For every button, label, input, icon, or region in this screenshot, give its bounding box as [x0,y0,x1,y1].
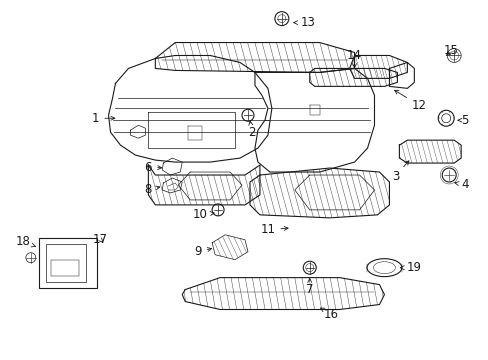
Text: 19: 19 [400,261,421,274]
Bar [39,238,96,288]
Text: 11: 11 [260,223,287,236]
Text: 9: 9 [194,245,211,258]
Text: 13: 13 [293,16,315,29]
Text: 10: 10 [192,208,214,221]
Text: 14: 14 [346,49,361,68]
Text: 6: 6 [144,161,161,174]
Text: 18: 18 [16,235,36,248]
Text: 1: 1 [92,112,115,125]
Text: 5: 5 [457,114,468,127]
Text: 3: 3 [391,161,408,183]
Text: 16: 16 [320,308,339,321]
Text: 12: 12 [394,90,426,112]
Text: 2: 2 [248,121,255,139]
Text: 7: 7 [305,279,313,296]
Text: 17: 17 [93,233,108,246]
Text: 8: 8 [144,184,160,197]
Text: 4: 4 [454,179,468,192]
Bar [51,260,79,276]
Bar [46,244,85,282]
Text: 15: 15 [443,44,458,57]
